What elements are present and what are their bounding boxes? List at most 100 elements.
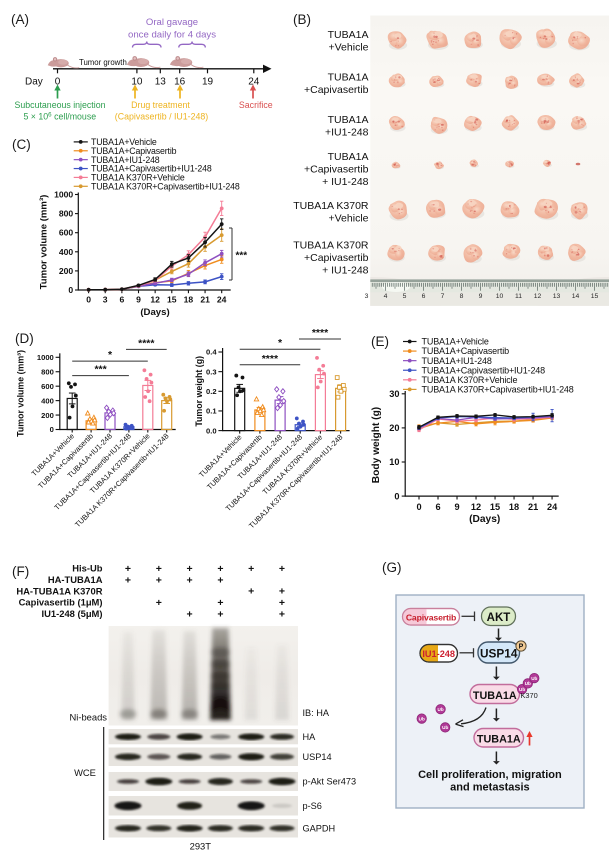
svg-text:9: 9: [479, 293, 483, 300]
svg-text:+: +: [125, 563, 131, 575]
svg-text:+: +: [187, 563, 193, 575]
svg-text:IU1-248: IU1-248: [422, 649, 455, 659]
svg-text:Ub: Ub: [531, 676, 537, 681]
svg-text:24: 24: [217, 295, 227, 305]
svg-text:(Days): (Days): [140, 307, 169, 318]
svg-text:21: 21: [528, 502, 538, 512]
svg-text:+: +: [279, 563, 285, 575]
svg-text:15: 15: [591, 293, 599, 300]
svg-text:Drug treatment: Drug treatment: [131, 100, 190, 110]
svg-text:TUBA1A+Vehicle: TUBA1A+Vehicle: [91, 137, 157, 147]
svg-text:+: +: [279, 586, 285, 598]
svg-text:HA-TUBA1A K370R: HA-TUBA1A K370R: [16, 585, 102, 596]
svg-text:21: 21: [200, 295, 210, 305]
svg-text:24: 24: [547, 502, 558, 512]
svg-text:1000: 1000: [37, 353, 54, 362]
svg-text:12: 12: [150, 295, 160, 305]
svg-text:11: 11: [515, 293, 522, 300]
svg-text:0.3: 0.3: [206, 367, 217, 376]
svg-text:AKT: AKT: [487, 612, 511, 624]
svg-text:Tumor volume (mm³): Tumor volume (mm³): [39, 195, 50, 290]
svg-text:*: *: [278, 337, 283, 349]
svg-text:10: 10: [389, 457, 399, 467]
svg-text:TUBA1A K370R+Vehicle: TUBA1A K370R+Vehicle: [91, 173, 185, 183]
svg-text:0: 0: [50, 425, 54, 434]
svg-text:(C): (C): [12, 137, 31, 152]
svg-text:TUBA1A+Capivasertib: TUBA1A+Capivasertib: [91, 146, 177, 156]
svg-text:9: 9: [136, 295, 141, 305]
svg-text:0.1: 0.1: [206, 407, 217, 416]
svg-text:Body weight (g): Body weight (g): [371, 407, 382, 483]
svg-text:+: +: [217, 563, 223, 575]
svg-text:+: +: [156, 574, 162, 586]
svg-text:+: +: [156, 597, 162, 609]
svg-text:Ub: Ub: [519, 687, 525, 692]
svg-text:10: 10: [496, 293, 504, 300]
svg-text:****: ****: [262, 353, 279, 365]
svg-text:TUBA1A K370R: TUBA1A K370R: [293, 200, 369, 212]
svg-text:293T: 293T: [190, 841, 212, 852]
svg-text:0.4: 0.4: [206, 348, 217, 357]
svg-text:USP14: USP14: [480, 647, 518, 661]
svg-text:4: 4: [384, 293, 388, 300]
svg-text:+: +: [217, 597, 223, 609]
svg-text:800: 800: [59, 209, 74, 219]
svg-text:(G): (G): [382, 560, 402, 575]
svg-text:19: 19: [202, 77, 214, 88]
svg-text:TUBA1A+IU1-248: TUBA1A+IU1-248: [91, 155, 160, 165]
svg-text:14: 14: [572, 293, 580, 300]
svg-text:Subcutaneous injection: Subcutaneous injection: [15, 100, 106, 110]
svg-text:0.2: 0.2: [206, 387, 217, 396]
svg-text:+: +: [279, 608, 285, 620]
svg-text:5: 5: [403, 293, 407, 300]
svg-text:800: 800: [41, 367, 54, 376]
svg-text:TUBA1A K370R+Capivasertib+IU1-: TUBA1A K370R+Capivasertib+IU1-248: [91, 181, 240, 191]
svg-text:600: 600: [59, 228, 74, 238]
svg-text:once daily for 4 days: once daily for 4 days: [128, 30, 216, 41]
svg-text:Capivasertib (1μM): Capivasertib (1μM): [19, 597, 103, 608]
svg-text:6: 6: [120, 295, 125, 305]
svg-text:TUBA1A+IU1-248: TUBA1A+IU1-248: [422, 356, 492, 366]
svg-text:0: 0: [68, 285, 73, 295]
svg-text:6: 6: [435, 502, 440, 512]
svg-text:His-Ub: His-Ub: [72, 563, 102, 574]
svg-text:12: 12: [534, 293, 542, 300]
svg-text:3: 3: [365, 293, 369, 300]
svg-text:10: 10: [131, 77, 143, 88]
svg-text:TUBA1A+Vehicle: TUBA1A+Vehicle: [422, 337, 489, 347]
svg-text:6: 6: [422, 293, 426, 300]
svg-text:1000: 1000: [54, 190, 73, 200]
svg-text:Tumor weight (g): Tumor weight (g): [194, 356, 204, 427]
svg-text:13: 13: [553, 293, 561, 300]
svg-text:+Vehicle: +Vehicle: [329, 42, 369, 54]
svg-text:IU1-248 (5μM): IU1-248 (5μM): [42, 608, 103, 619]
svg-text:TUBA1A+Capivasertib+IU1-248: TUBA1A+Capivasertib+IU1-248: [91, 164, 212, 174]
svg-text:18: 18: [509, 502, 519, 512]
svg-text:+ IU1-248: + IU1-248: [322, 176, 369, 188]
svg-text:+: +: [187, 608, 193, 620]
svg-text:***: ***: [94, 364, 107, 376]
svg-text:20: 20: [389, 423, 399, 433]
svg-text:K370: K370: [521, 691, 538, 700]
svg-text:HA-TUBA1A: HA-TUBA1A: [48, 574, 103, 585]
svg-text:HA: HA: [303, 732, 317, 742]
svg-text:15: 15: [490, 502, 500, 512]
svg-text:*: *: [108, 349, 113, 361]
svg-text:(D): (D): [15, 331, 34, 346]
svg-text:+IU1-248: +IU1-248: [325, 127, 369, 139]
svg-text:WCE: WCE: [74, 767, 96, 778]
svg-text:7: 7: [441, 293, 445, 300]
svg-text:TUBA1A: TUBA1A: [473, 690, 517, 702]
svg-text:12: 12: [471, 502, 481, 512]
svg-text:+: +: [187, 574, 193, 586]
svg-text:0: 0: [86, 295, 91, 305]
svg-text:TUBA1A K370R+Capivasertib+IU1-: TUBA1A K370R+Capivasertib+IU1-248: [422, 385, 574, 395]
svg-text:+: +: [125, 574, 131, 586]
svg-text:Sacrifice: Sacrifice: [239, 100, 273, 110]
svg-text:****: ****: [312, 327, 329, 339]
svg-text:Ub: Ub: [419, 716, 425, 721]
svg-text:(A): (A): [11, 12, 29, 27]
svg-text:TUBA1A: TUBA1A: [477, 734, 521, 746]
svg-text:(Days): (Days): [469, 514, 500, 525]
svg-text:***: ***: [236, 251, 248, 262]
